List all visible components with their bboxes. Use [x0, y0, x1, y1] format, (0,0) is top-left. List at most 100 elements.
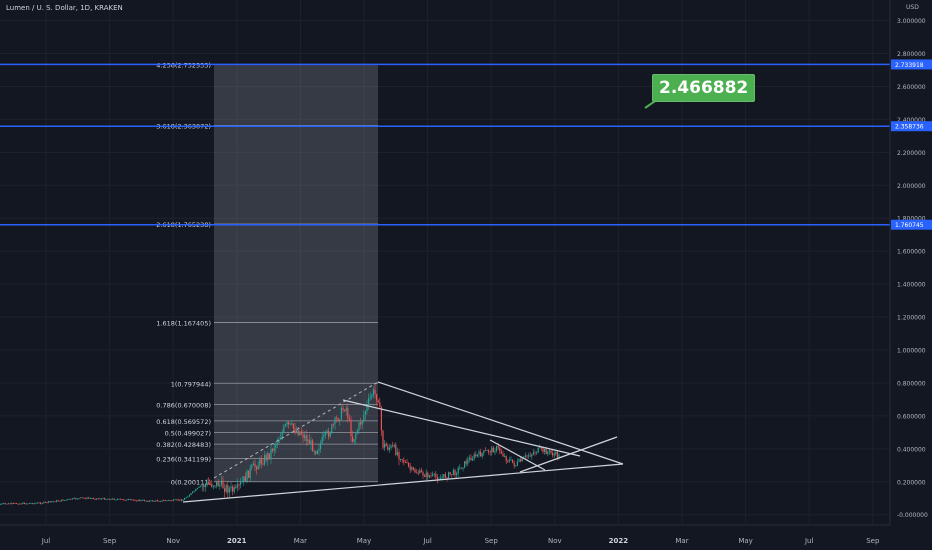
candle-body [249, 467, 251, 478]
candle-body [124, 500, 126, 501]
time-tick-label: Sep [866, 537, 880, 545]
time-axis[interactable]: Jul Sep Nov 2021 Mar May Jul Sep Nov 2022 Mar May Ju… [41, 537, 880, 545]
price-badge-label: 2.733918 [895, 62, 924, 69]
time-tick-label: Jul [804, 537, 814, 545]
candle-body [212, 485, 214, 487]
fib-level-label: 4.236(2.732533) [156, 62, 211, 70]
candle-body [200, 485, 202, 487]
candle-body [140, 500, 142, 502]
candle-body [315, 451, 317, 454]
candle-body [387, 446, 389, 450]
candle-body [96, 498, 98, 500]
candle-body [163, 500, 165, 502]
candle-body [160, 501, 162, 503]
trendline-short[interactable] [489, 439, 546, 471]
trendline-upper-resistance[interactable] [377, 381, 624, 465]
candle-body [345, 408, 347, 411]
trendline-mid-resistance[interactable] [342, 399, 581, 457]
candle-body [275, 443, 277, 448]
candle-body [480, 451, 482, 457]
symbol-title[interactable]: Lumen / U. S. Dollar, 1D, KRAKEN [6, 4, 123, 12]
candle-body [241, 481, 243, 483]
candle-body [92, 498, 94, 500]
candle-body [344, 410, 346, 411]
candle-body [3, 503, 5, 505]
candle-body [462, 467, 464, 469]
candle-body [203, 485, 205, 488]
candle-body [278, 439, 280, 443]
candle-body [107, 498, 109, 500]
candle-body [310, 440, 312, 445]
candle-body [363, 414, 365, 421]
time-tick-label: Jul [41, 537, 51, 545]
candle-body [236, 484, 238, 488]
time-tick-label: 2022 [609, 537, 629, 545]
candle-body [19, 503, 21, 505]
candle-body [481, 453, 483, 457]
candle-body [32, 503, 34, 504]
candle-body [305, 435, 307, 442]
candle-body [395, 444, 397, 455]
candle-body [120, 498, 122, 500]
candle-body [539, 447, 541, 449]
price-callout[interactable]: 2.466882 [652, 74, 756, 102]
candle-body [296, 430, 298, 433]
candle-body [326, 430, 328, 432]
candle-body [64, 499, 66, 501]
horizontal-lines [0, 63, 890, 226]
trendline-breakout[interactable] [519, 436, 618, 473]
candle-body [422, 472, 424, 476]
candle-body [513, 462, 515, 466]
fib-level-label: 1.618(1.167405) [156, 319, 211, 327]
candle-body [196, 487, 198, 490]
candle-body [302, 434, 304, 438]
candle-body [153, 501, 155, 502]
candle-body [12, 503, 14, 504]
candle-body [542, 448, 544, 452]
candle-body [478, 451, 480, 455]
candle-body [174, 499, 176, 501]
candle-body [214, 485, 216, 487]
candle-body [136, 500, 138, 502]
candle-body [43, 501, 45, 504]
candle-body [446, 477, 448, 479]
trendline-lower-support[interactable] [182, 463, 624, 503]
candle-body [388, 448, 390, 450]
candle-body [169, 500, 171, 501]
time-tick-label: May [357, 537, 371, 545]
candle-body [224, 488, 226, 492]
candle-body [256, 466, 258, 470]
candle-body [268, 453, 270, 459]
candle-body [553, 454, 555, 456]
candle-body [209, 484, 211, 485]
candle-body [177, 499, 179, 501]
candle-body [337, 418, 339, 422]
candle-body [260, 458, 262, 464]
candle-body [379, 402, 381, 408]
candle-body [516, 461, 518, 466]
fib-trend-dashed[interactable] [213, 381, 379, 479]
candle-body [368, 398, 370, 405]
price-tick-label: 1.400000 [897, 282, 926, 289]
price-tick-label: 2.400000 [897, 117, 926, 124]
candle-body [448, 472, 450, 479]
candle-body [483, 450, 485, 454]
candle-body [468, 457, 470, 460]
candle-body [425, 472, 427, 477]
candle-body [8, 503, 10, 505]
candle-body [102, 498, 104, 499]
price-tick-label: 2.800000 [897, 51, 926, 58]
candle-body [188, 494, 190, 497]
price-axis[interactable]: 3.000000 2.800000 2.600000 2.400000 2.200000… [897, 18, 928, 519]
candle-body [57, 500, 59, 502]
candle-body [89, 498, 91, 500]
trend-lines [182, 381, 624, 503]
candle-body [184, 498, 186, 500]
candle-body [491, 447, 493, 453]
candle-body [126, 499, 128, 501]
price-tick-label: -0.000000 [897, 512, 928, 519]
fib-level-label: 0.786(0.670008) [156, 401, 211, 409]
candle-body [537, 447, 539, 453]
